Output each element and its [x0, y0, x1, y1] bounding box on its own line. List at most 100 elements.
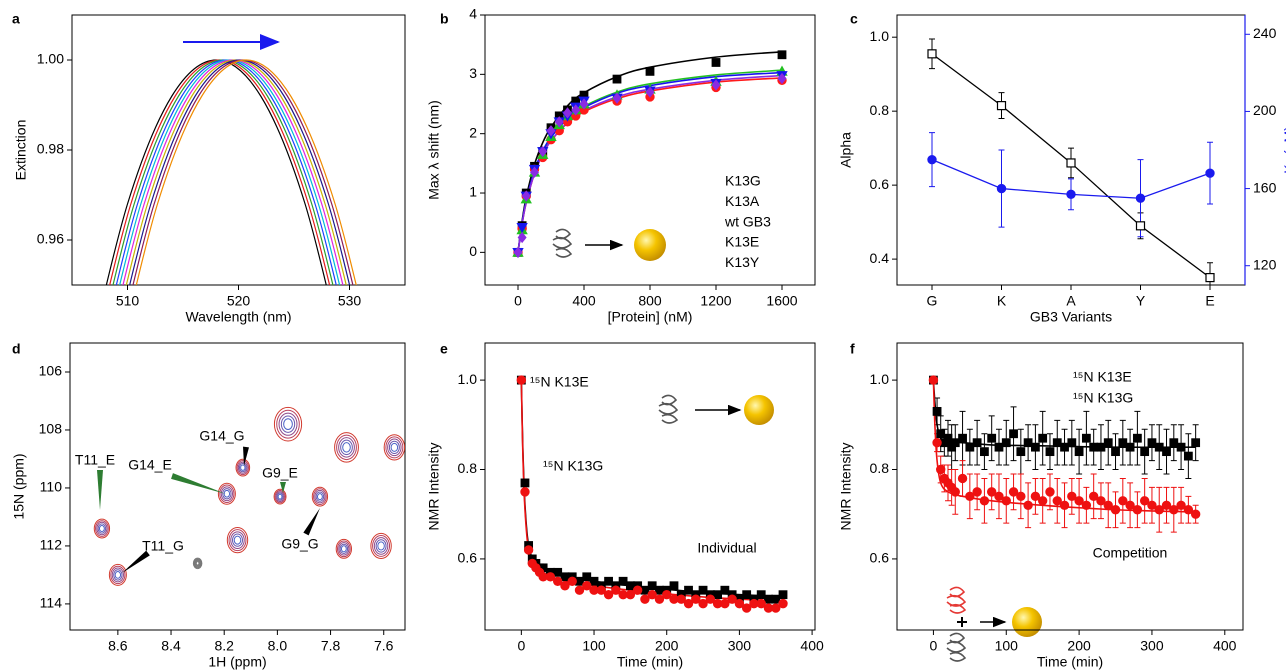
contour-ring	[387, 438, 402, 457]
series-line	[118, 59, 341, 285]
contour-ring	[274, 490, 286, 504]
marker	[734, 598, 745, 609]
nmr-peak	[370, 532, 392, 560]
marker	[1132, 433, 1142, 443]
marker	[520, 487, 530, 497]
marker	[513, 246, 523, 259]
marker	[1154, 442, 1164, 452]
annotation: G14_E	[128, 457, 172, 473]
annotation: Individual	[697, 540, 756, 556]
x-tick-label: E	[1205, 293, 1214, 309]
contour-ring	[223, 489, 231, 498]
marker	[1074, 447, 1084, 457]
marker	[579, 98, 589, 110]
marker	[1139, 496, 1150, 506]
marker	[1111, 447, 1120, 457]
y-tick-label: 1.0	[870, 371, 890, 387]
plot-area	[93, 406, 405, 586]
series-line	[122, 59, 344, 285]
contour-ring	[375, 539, 387, 553]
x-axis-label: [Protein] (nM)	[608, 309, 693, 325]
marker	[612, 74, 622, 84]
marker	[1191, 438, 1201, 448]
x-tick-label: 200	[655, 638, 679, 654]
legend-entry: K13E	[725, 234, 759, 250]
contour-ring	[275, 491, 285, 502]
x-tick-label: 800	[638, 293, 662, 309]
marker	[996, 183, 1007, 194]
y-tick-label: 2	[469, 124, 477, 140]
series-line	[112, 59, 334, 285]
y2-tick-label: 160	[1253, 179, 1277, 195]
nmr-peak	[93, 518, 111, 539]
marker	[1067, 491, 1077, 502]
contour-ring	[98, 525, 105, 533]
marker	[1001, 496, 1011, 506]
marker	[936, 464, 946, 475]
x-axis-label: 1H (ppm)	[208, 654, 266, 670]
marker	[1066, 158, 1076, 168]
marker	[756, 590, 766, 600]
marker	[1190, 509, 1201, 519]
contour-ring	[194, 559, 201, 568]
marker	[612, 92, 622, 104]
marker	[1103, 500, 1113, 510]
marker	[1038, 433, 1048, 443]
marker	[684, 585, 693, 595]
contour-ring	[377, 541, 385, 551]
x-tick-label: 1600	[766, 293, 797, 309]
marker	[1110, 505, 1121, 515]
y-tick-label: 0.8	[870, 102, 890, 118]
marker	[1016, 447, 1026, 457]
marker	[645, 66, 655, 76]
marker	[574, 585, 585, 595]
marker	[1067, 438, 1077, 448]
y-tick-label: 0.98	[37, 141, 64, 157]
marker	[742, 590, 752, 600]
marker	[562, 107, 573, 119]
marker	[1135, 221, 1146, 231]
marker	[957, 473, 968, 484]
annotation-pointer	[280, 482, 286, 493]
x-tick-label: 7.8	[321, 638, 341, 654]
panel-letter: b	[440, 11, 449, 27]
marker	[1135, 193, 1146, 203]
marker	[1183, 451, 1193, 461]
marker	[1169, 505, 1179, 515]
y2-axis-label-part: (nM)	[1281, 126, 1286, 159]
contour-ring	[338, 542, 350, 556]
contour-ring	[192, 557, 203, 570]
marker	[603, 589, 614, 600]
marker	[928, 375, 939, 385]
marker	[1118, 438, 1128, 448]
marker	[523, 545, 534, 555]
contour-ring	[236, 460, 249, 476]
protein-icon	[946, 632, 967, 662]
nmr-peak	[217, 482, 236, 505]
nmr-peak	[235, 458, 251, 477]
contour-ring	[238, 463, 247, 473]
marker	[1016, 491, 1026, 502]
contour-ring	[220, 486, 233, 502]
marker	[1052, 496, 1062, 506]
marker	[683, 598, 694, 609]
marker	[1008, 487, 1019, 497]
x-tick-label: 100	[582, 638, 606, 654]
y-tick-label: 1	[469, 184, 477, 200]
contour-ring	[314, 489, 326, 504]
marker	[1074, 496, 1084, 506]
contour-ring	[390, 442, 399, 452]
y-tick-label: 114	[40, 595, 63, 611]
marker	[567, 576, 577, 586]
marker	[958, 433, 967, 443]
marker	[1045, 447, 1055, 457]
marker	[1103, 438, 1113, 448]
contour-ring	[110, 565, 126, 585]
marker	[625, 581, 635, 591]
contour-ring	[311, 486, 329, 507]
annotation-pointer	[243, 446, 249, 466]
contour-ring	[114, 571, 122, 579]
marker	[927, 49, 937, 59]
contour-ring	[313, 488, 327, 505]
